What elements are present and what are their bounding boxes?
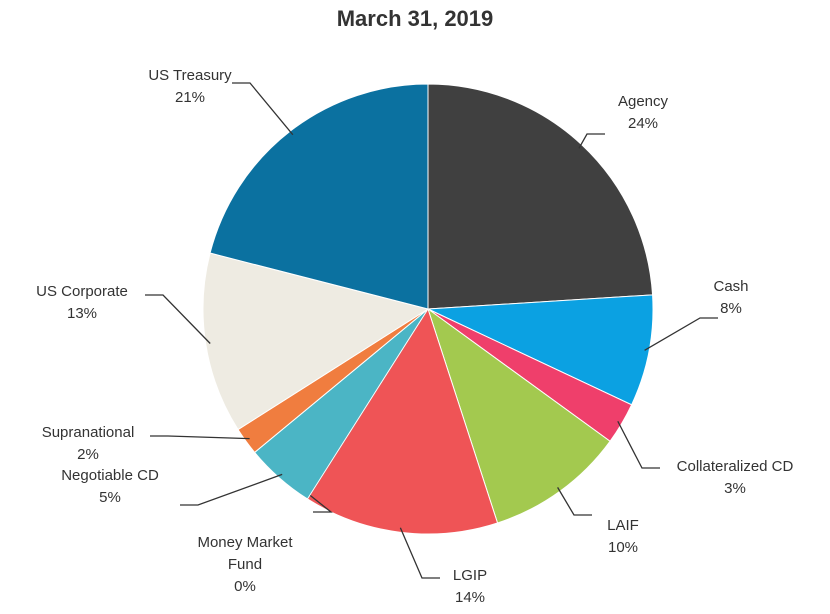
slice-value: 13% xyxy=(66,305,98,322)
leader-line xyxy=(617,420,660,469)
leader-line xyxy=(399,527,440,579)
slice-category: Agency xyxy=(617,93,669,110)
slice-label: LAIF 10% xyxy=(538,515,708,559)
slice-value: 14% xyxy=(454,589,486,606)
slice-category: LGIP xyxy=(452,567,488,584)
slice-value: 8% xyxy=(720,300,742,317)
slice-category: Supranational xyxy=(41,424,135,441)
leader-line xyxy=(578,133,605,149)
slice-label: Collateralized CD 3% xyxy=(650,456,820,500)
pie-slice xyxy=(427,294,654,406)
slice-value: 0% xyxy=(234,578,256,595)
slice-label: LGIP 14% xyxy=(385,565,555,609)
slice-category: Negotiable CD xyxy=(61,467,159,484)
slice-category: US Treasury xyxy=(148,67,232,84)
slice-label: Cash 8% xyxy=(646,276,816,320)
pie-slice xyxy=(202,252,430,431)
leader-line xyxy=(232,82,294,136)
slice-category: Collateralized CD xyxy=(676,458,794,475)
slice-value: 2% xyxy=(77,446,99,463)
slice-label: Supranational 2% xyxy=(3,422,173,466)
slice-value: 24% xyxy=(627,115,659,132)
leader-line xyxy=(557,487,592,516)
slice-label: US Corporate 13% xyxy=(0,281,167,325)
slice-category: Money Market Fund xyxy=(197,534,293,573)
leader-line xyxy=(309,494,333,513)
slice-category: Cash xyxy=(713,278,749,295)
leader-line xyxy=(180,473,283,506)
leader-line xyxy=(145,294,211,344)
slice-label: Agency 24% xyxy=(558,91,728,135)
leader-line xyxy=(644,317,718,351)
slice-label: Negotiable CD 5% xyxy=(25,465,195,509)
slice-category: US Corporate xyxy=(36,283,128,300)
slice-value: 21% xyxy=(174,89,206,106)
slice-label: US Treasury 21% xyxy=(105,65,275,109)
slice-value: 3% xyxy=(724,480,746,497)
slice-category: LAIF xyxy=(607,517,639,534)
pie-slice xyxy=(427,83,654,310)
leader-line xyxy=(150,435,250,440)
slice-label: Money Market Fund 0% xyxy=(185,532,305,598)
chart-title: March 31, 2019 xyxy=(336,6,494,31)
pie-slice xyxy=(306,307,499,535)
slice-value: 10% xyxy=(607,539,639,556)
slice-value: 5% xyxy=(99,489,121,506)
